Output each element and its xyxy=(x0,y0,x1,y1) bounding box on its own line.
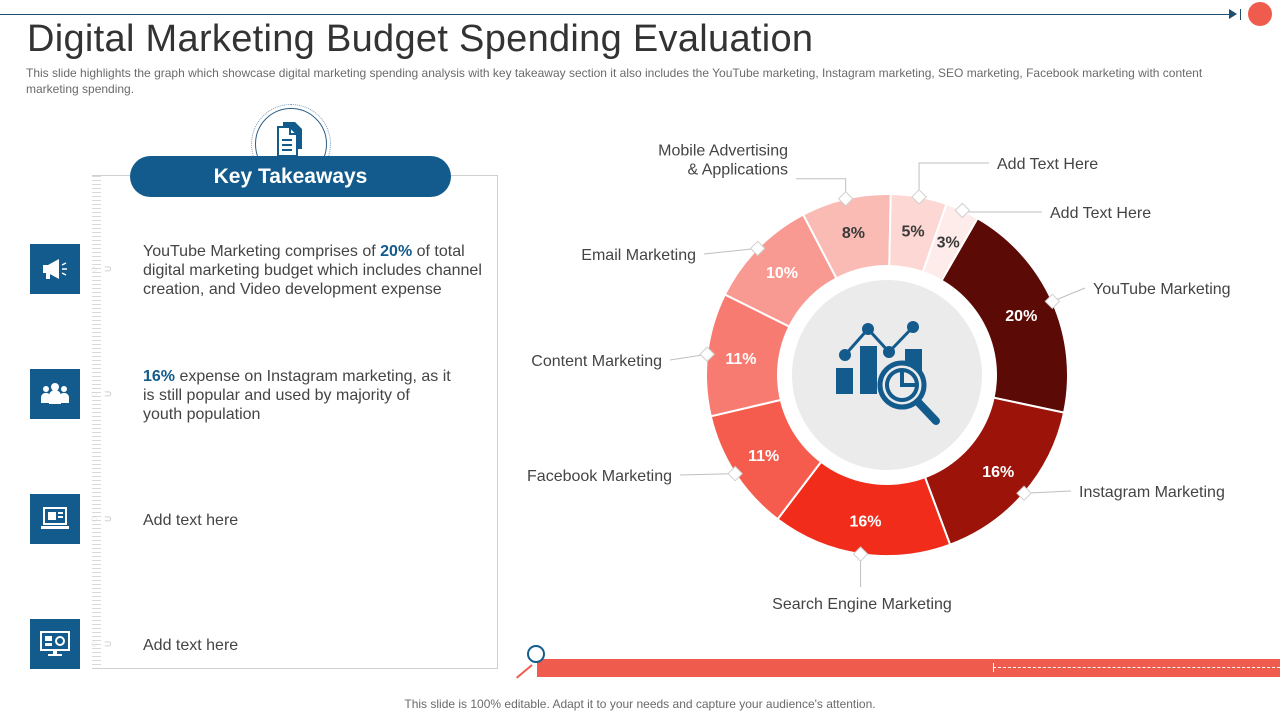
leader-marker xyxy=(837,191,854,207)
takeaway-marker: ◌ ⊃ xyxy=(91,639,115,650)
slice-category-label: Content Marketing xyxy=(531,353,662,370)
slice-percent-label: 10% xyxy=(766,265,798,282)
slice-percent-label: 11% xyxy=(725,351,756,368)
leader-marker xyxy=(699,346,715,362)
leader-marker xyxy=(852,546,869,562)
leader-line xyxy=(796,178,847,199)
leader-marker xyxy=(1016,485,1032,502)
slice-percent-label: 8% xyxy=(842,225,865,242)
people-group-icon xyxy=(41,383,69,404)
leader-line xyxy=(961,210,1042,213)
leader-line xyxy=(703,247,758,255)
slice-percent-label: 16% xyxy=(850,513,882,530)
header-arrow-icon xyxy=(1229,9,1237,19)
slice-category-label: Add Text Here xyxy=(997,156,1098,173)
takeaway-marker: ◌ ⊃ xyxy=(91,514,115,525)
leader-marker xyxy=(954,202,971,219)
slice-percent-label: 20% xyxy=(1005,308,1037,325)
header-arrow-stop xyxy=(1240,9,1241,20)
leader-marker xyxy=(727,465,743,482)
leader-line xyxy=(918,162,989,197)
slice-percent-label: 16% xyxy=(982,464,1014,481)
slice-category-label: Email Marketing xyxy=(581,247,696,264)
people-group-icon-tile xyxy=(30,369,80,419)
slice-category-label: Search Engine Marketing xyxy=(772,596,952,613)
slice-percent-label: 5% xyxy=(901,223,924,240)
page-subtitle: This slide highlights the graph which sh… xyxy=(26,66,1203,96)
slice-percent-label: 11% xyxy=(748,448,779,465)
slice-category-label: Mobile Advertising & Applications xyxy=(658,142,788,178)
page-title: Digital Marketing Budget Spending Evalua… xyxy=(27,18,814,60)
takeaway-text-1: YouTube Marketing comprises of 20% of to… xyxy=(143,243,482,298)
header-dot xyxy=(1248,2,1272,26)
laptop-video-icon xyxy=(41,507,69,529)
laptop-video-icon-tile xyxy=(30,494,80,544)
monitor-dashboard-icon-tile xyxy=(30,619,80,669)
bottom-accent-tick xyxy=(993,663,994,672)
megaphone-icon-tile xyxy=(30,244,80,294)
bottom-accent-bar xyxy=(537,659,1280,677)
leader-marker xyxy=(749,240,766,257)
takeaway-text-3: Add text here xyxy=(143,512,239,529)
footer-note: This slide is 100% editable. Adapt it to… xyxy=(404,697,876,711)
takeaways-ruler xyxy=(92,176,101,666)
takeaway-text-4: Add text here xyxy=(143,637,239,654)
slice-category-label: YouTube Marketing xyxy=(1093,281,1231,298)
slice-category-label: Add Text Here xyxy=(1050,205,1151,222)
header-rule xyxy=(0,14,1232,15)
leader-marker xyxy=(1044,293,1061,310)
slice-category-label: Instagram Marketing xyxy=(1079,484,1225,501)
takeaway-text-2: 16% expense on Instagram marketing, as i… xyxy=(143,368,451,423)
takeaways-heading: Key Takeaways xyxy=(130,156,451,197)
takeaway-marker: ◌ ⊃ xyxy=(91,264,115,275)
megaphone-icon xyxy=(43,259,67,279)
slice-percent-label: 3% xyxy=(937,234,960,251)
leader-line xyxy=(679,473,736,476)
leader-marker xyxy=(911,189,927,205)
bottom-accent-dash xyxy=(993,667,1280,668)
monitor-dashboard-icon xyxy=(40,631,70,656)
leader-line xyxy=(1023,490,1072,494)
magnifier-small-icon xyxy=(527,645,545,663)
slice-category-label: Facebook Marketing xyxy=(527,468,672,485)
takeaway-marker: ◌ ⊃ xyxy=(91,389,115,400)
documents-icon xyxy=(277,122,302,157)
analytics-magnifier-icon xyxy=(836,321,940,425)
